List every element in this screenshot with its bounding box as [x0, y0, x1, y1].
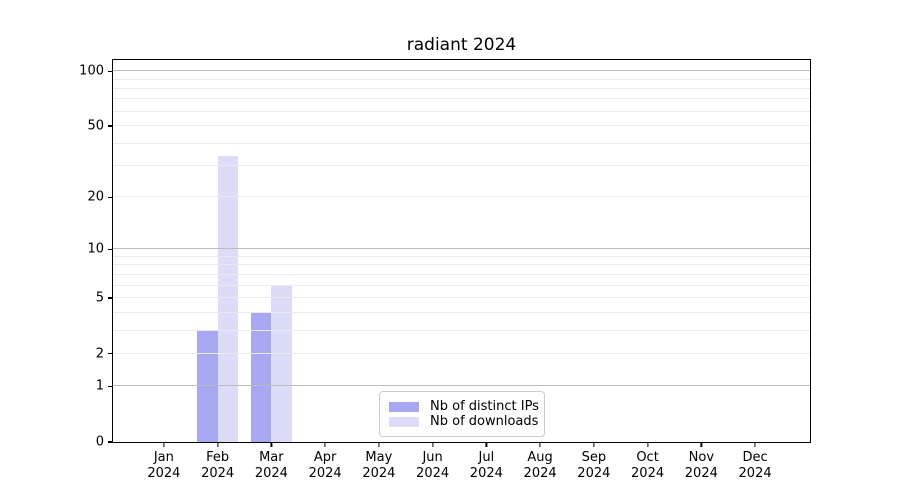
x-tick-label-9: Sep 2024	[577, 450, 611, 481]
x-tick-mark-12	[754, 442, 756, 447]
y-tick-label-20: 20	[87, 189, 104, 205]
x-tick-mark-1	[163, 442, 165, 447]
y-tick-mark-0	[108, 441, 113, 443]
x-tick-mark-2	[217, 442, 219, 447]
x-tick-mark-6	[432, 442, 434, 447]
x-tick-label-5: May 2024	[362, 450, 396, 481]
legend-item-distinct-ips: Nb of distinct IPs	[389, 399, 539, 414]
x-tick-mark-8	[539, 442, 541, 447]
legend: Nb of distinct IPs Nb of downloads	[379, 391, 545, 437]
y-tick-label-10: 10	[87, 241, 104, 257]
legend-label-downloads: Nb of downloads	[430, 414, 539, 429]
x-tick-mark-9	[593, 442, 595, 447]
x-tick-label-11: Nov 2024	[684, 450, 718, 481]
x-tick-mark-4	[324, 442, 326, 447]
plot-area: 0 1 2 5 10 20 50 100 Jan 2024 Feb 2024 Mar 2024 Ap…	[79, 59, 811, 481]
y-tick-mark-10	[108, 248, 113, 250]
bars-layer	[113, 60, 810, 442]
y-tick-label-50: 50	[87, 118, 104, 134]
bar-nb-of-distinct-ips-2	[197, 330, 218, 442]
y-tick-mark-2	[108, 353, 113, 355]
bar-nb-of-downloads-2	[217, 156, 239, 442]
chart-title: radiant 2024	[406, 35, 517, 55]
x-tick-mark-11	[700, 442, 702, 447]
legend-swatch-distinct-ips	[389, 401, 419, 412]
x-tick-label-8: Aug 2024	[523, 450, 557, 481]
x-tick-label-7: Jul 2024	[469, 450, 503, 481]
y-tick-label-5: 5	[95, 290, 104, 306]
legend-item-downloads: Nb of downloads	[389, 414, 539, 429]
x-tick-label-3: Mar 2024	[254, 450, 288, 481]
x-tick-mark-3	[270, 442, 272, 447]
x-tick-mark-5	[378, 442, 380, 447]
bar-nb-of-distinct-ips-3	[250, 312, 272, 442]
y-tick-mark-20	[108, 196, 113, 198]
y-tick-mark-5	[108, 297, 113, 299]
bar-nb-of-downloads-3	[271, 285, 292, 442]
x-tick-label-10: Oct 2024	[631, 450, 665, 481]
y-tick-label-2: 2	[95, 346, 104, 362]
y-tick-label-1: 1	[95, 378, 104, 394]
y-tick-mark-100	[108, 70, 113, 72]
y-axis: 0 1 2 5 10 20 50 100	[79, 60, 810, 450]
y-tick-label-100: 100	[79, 63, 104, 79]
legend-label-distinct-ips: Nb of distinct IPs	[430, 399, 539, 414]
x-tick-label-4: Apr 2024	[308, 450, 342, 481]
x-tick-label-2: Feb 2024	[201, 450, 235, 481]
y-tick-mark-1	[108, 385, 113, 387]
x-tick-mark-7	[485, 442, 487, 447]
x-tick-label-1: Jan 2024	[147, 450, 181, 481]
x-axis: Jan 2024 Feb 2024 Mar 2024 Apr 2024 May 2024…	[113, 60, 810, 481]
x-tick-label-12: Dec 2024	[738, 450, 772, 481]
x-tick-label-6: Jun 2024	[416, 450, 450, 481]
y-tick-label-0: 0	[95, 434, 104, 450]
x-tick-mark-10	[646, 442, 649, 447]
y-tick-mark-50	[108, 125, 113, 127]
legend-swatch-downloads	[389, 416, 419, 427]
